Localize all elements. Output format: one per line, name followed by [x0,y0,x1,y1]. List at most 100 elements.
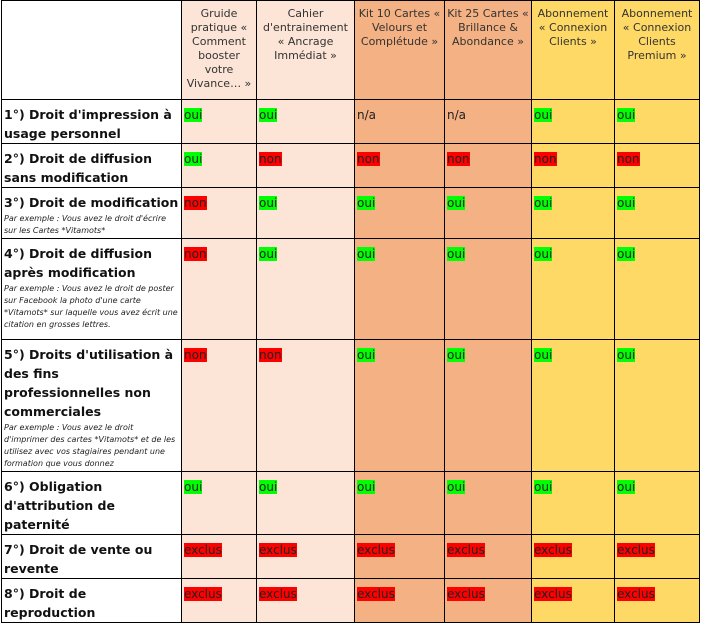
cell-value: oui [357,196,376,210]
row-label: 8°) Droit de reproduction [4,586,96,620]
table-cell: non [444,143,532,188]
cell-value: oui [259,247,278,261]
table-row: 1°) Droit d'impression à usage personnel… [1,99,700,144]
cell-value: non [447,152,470,166]
column-header: Kit 10 Cartes « Velours et Complétude » [354,0,445,100]
table-row: 2°) Droit de diffusion sans modification… [1,143,700,188]
table-cell: oui [531,339,615,472]
row-label: 2°) Droit de diffusion sans modification [4,151,152,185]
row-label: 5°) Droits d'utilisation à des fins prof… [4,347,174,419]
cell-value: oui [534,108,553,122]
table-cell: non [181,339,257,472]
table-row: 5°) Droits d'utilisation à des fins prof… [1,339,700,472]
cell-value: oui [534,480,553,494]
cell-value: non [259,348,282,362]
row-header: 4°) Droit de diffusion après modificatio… [1,238,182,340]
row-header: 5°) Droits d'utilisation à des fins prof… [1,339,182,472]
table-cell: oui [531,99,615,144]
row-note: Par exemple : Vous avez le droit d'écrir… [4,214,167,235]
cell-value: exclus [259,543,297,557]
row-header: 8°) Droit de reproduction [1,578,182,623]
table-cell: oui [614,471,700,535]
cell-value: exclus [534,543,572,557]
table-cell: n/a [354,99,445,144]
table-cell: non [531,143,615,188]
table-cell: exclus [531,578,615,623]
cell-value: oui [447,196,466,210]
table-cell: non [614,143,700,188]
cell-value: exclus [357,543,395,557]
cell-value: n/a [447,108,467,122]
row-label: 3°) Droit de modification [4,195,179,210]
table-row: 3°) Droit de modification Par exemple : V… [1,187,700,239]
table-cell: exclus [614,534,700,579]
cell-value: oui [357,247,376,261]
table-row: 4°) Droit de diffusion après modificatio… [1,238,700,340]
table-cell: non [256,339,355,472]
row-label: 6°) Obligation d'attribution de paternit… [4,479,115,532]
table-cell: oui [614,238,700,340]
row-label: 1°) Droit d'impression à usage personnel [4,107,172,141]
cell-value: oui [184,152,203,166]
cell-value: non [259,152,282,166]
table-cell: oui [444,238,532,340]
table-row: 7°) Droit de vente ou revente exclus exclu… [1,534,700,579]
table-cell: oui [181,471,257,535]
row-header: 7°) Droit de vente ou revente [1,534,182,579]
cell-value: oui [617,108,636,122]
table-cell: oui [444,339,532,472]
cell-value: oui [357,348,376,362]
table-cell: exclus [531,534,615,579]
cell-value: exclus [184,543,222,557]
table-cell: exclus [256,578,355,623]
table-cell: non [354,143,445,188]
cell-value: oui [617,348,636,362]
table-cell: oui [256,238,355,340]
cell-value: exclus [357,587,395,601]
table-cell: exclus [354,534,445,579]
cell-value: oui [617,196,636,210]
cell-value: oui [534,348,553,362]
table-cell: n/a [444,99,532,144]
cell-value: oui [259,480,278,494]
cell-value: exclus [447,587,485,601]
table-cell: exclus [614,578,700,623]
table-cell: oui [614,99,700,144]
cell-value: exclus [447,543,485,557]
cell-value: oui [357,480,376,494]
table-cell: oui [181,99,257,144]
row-header: 1°) Droit d'impression à usage personnel [1,99,182,144]
cell-value: oui [447,480,466,494]
row-header: 2°) Droit de diffusion sans modification [1,143,182,188]
row-label: 4°) Droit de diffusion après modificatio… [4,246,152,280]
cell-value: oui [184,108,203,122]
cell-value: non [184,348,207,362]
table-cell: non [181,187,257,239]
table-cell: non [256,143,355,188]
table-cell: oui [531,238,615,340]
table-cell: oui [531,187,615,239]
column-header: Kit 25 Cartes « Brillance & Abondance » [444,0,532,100]
column-header: Gruide pratique « Comment booster votre … [181,0,257,100]
corner-cell [1,0,182,100]
cell-value: n/a [357,108,377,122]
cell-value: non [534,152,557,166]
cell-value: non [357,152,380,166]
table-cell: oui [354,187,445,239]
table-cell: oui [444,471,532,535]
cell-value: oui [259,196,278,210]
table-row: 8°) Droit de reproduction exclus exclus exc… [1,578,700,623]
table-cell: exclus [181,578,257,623]
table-cell: oui [256,471,355,535]
table-cell: exclus [181,534,257,579]
row-note: Par exemple : Vous avez le droit d'impri… [4,423,176,468]
cell-value: oui [617,480,636,494]
cell-value: oui [534,196,553,210]
cell-value: oui [184,480,203,494]
row-header: 3°) Droit de modification Par exemple : V… [1,187,182,239]
table-cell: exclus [444,534,532,579]
cell-value: exclus [534,587,572,601]
table-cell: oui [256,99,355,144]
cell-value: exclus [259,587,297,601]
